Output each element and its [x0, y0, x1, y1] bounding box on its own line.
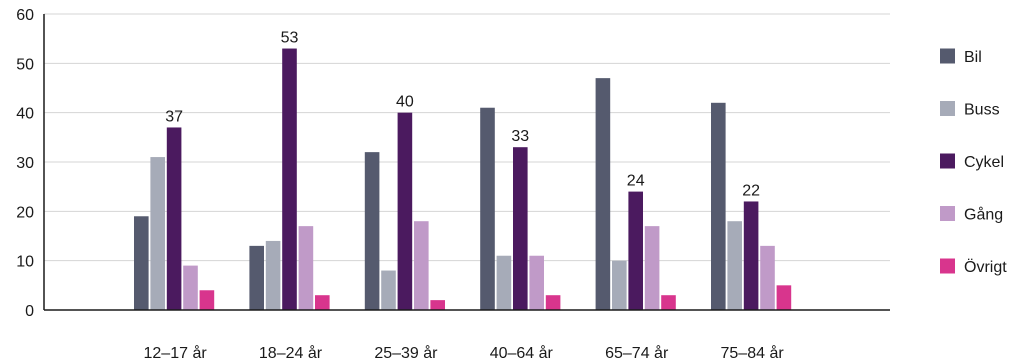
y-tick-label: 40: [16, 106, 34, 123]
y-tick-label: 50: [16, 56, 34, 73]
bar-g-ng-2: [414, 221, 429, 310]
bar-cykel-5: [743, 201, 759, 310]
legend-swatch: [940, 48, 955, 64]
legend-label: Övrigt: [964, 258, 1007, 276]
legend-item: Buss: [940, 101, 1000, 119]
x-axis: [43, 14, 890, 311]
bar-bil-2: [364, 152, 380, 310]
legend-swatch: [940, 153, 955, 169]
bar-buss-5: [727, 221, 742, 310]
category-labels: 12–17 år 18–24 år 25–39 år 40–64 år 65–74 år…: [144, 344, 785, 362]
bar-g-ng-1: [298, 226, 314, 310]
legend-label: Buss: [964, 102, 1000, 119]
bar-cykel-0: [166, 127, 182, 310]
legend-label: Cykel: [964, 154, 1004, 171]
y-tick-label: 0: [25, 303, 34, 320]
bar-buss-2: [381, 270, 396, 310]
legend: Bil Buss Cykel Gång Övrigt: [940, 48, 1007, 276]
bar--vrigt-0: [199, 290, 215, 310]
category-label: 18–24 år: [259, 344, 323, 362]
bar--vrigt-2: [430, 300, 445, 310]
bar-g-ng-4: [644, 226, 660, 310]
y-tick-label: 20: [16, 204, 34, 221]
bar-bil-0: [134, 216, 149, 310]
bar-cykel-3: [513, 147, 528, 310]
bar-buss-1: [265, 240, 281, 310]
bar--vrigt-1: [315, 295, 330, 310]
legend-label: Bil: [964, 49, 982, 66]
bar-bil-3: [480, 107, 495, 310]
data-label: 37: [165, 108, 183, 125]
bar-g-ng-3: [529, 255, 544, 310]
bar-g-ng-5: [760, 245, 775, 310]
bar-bil-4: [595, 78, 611, 310]
bar-bil-5: [711, 102, 726, 310]
legend-item: Cykel: [940, 153, 1004, 171]
bar-cykel-1: [282, 48, 297, 311]
bar--vrigt-4: [661, 295, 676, 310]
legend-swatch: [940, 258, 955, 274]
category-label: 12–17 år: [144, 344, 208, 362]
bar-g-ng-0: [183, 265, 198, 310]
y-tick-label: 60: [16, 7, 34, 24]
bars: [134, 48, 792, 311]
y-tick-label: 10: [16, 254, 34, 271]
bar-buss-3: [496, 255, 512, 310]
data-label: 22: [742, 182, 760, 199]
y-tick-label: 30: [16, 155, 34, 172]
bar-cykel-4: [628, 191, 643, 310]
data-label: 24: [627, 173, 645, 190]
bar-cykel-2: [397, 112, 413, 311]
bar-buss-0: [150, 157, 165, 310]
category-label: 25–39 år: [374, 344, 438, 362]
bar--vrigt-3: [545, 295, 561, 310]
data-labels: 37 53 40 33 24 22: [165, 30, 760, 200]
bar-buss-4: [612, 260, 627, 310]
category-label: 40–64 år: [490, 344, 554, 362]
data-label: 53: [281, 30, 299, 47]
legend-swatch: [940, 206, 955, 221]
bar-bil-1: [249, 245, 264, 310]
legend-swatch: [940, 101, 955, 116]
category-label: 75–84 år: [721, 344, 785, 362]
data-label: 40: [396, 94, 414, 111]
legend-item: Övrigt: [940, 258, 1007, 276]
legend-item: Bil: [940, 48, 982, 66]
bar--vrigt-5: [776, 285, 792, 310]
data-label: 33: [511, 128, 529, 145]
y-axis-tick-labels: 0 10 20 30 40 50 60: [16, 7, 34, 320]
category-label: 65–74 år: [605, 344, 669, 362]
legend-label: Gång: [964, 206, 1003, 224]
legend-item: Gång: [940, 206, 1003, 224]
